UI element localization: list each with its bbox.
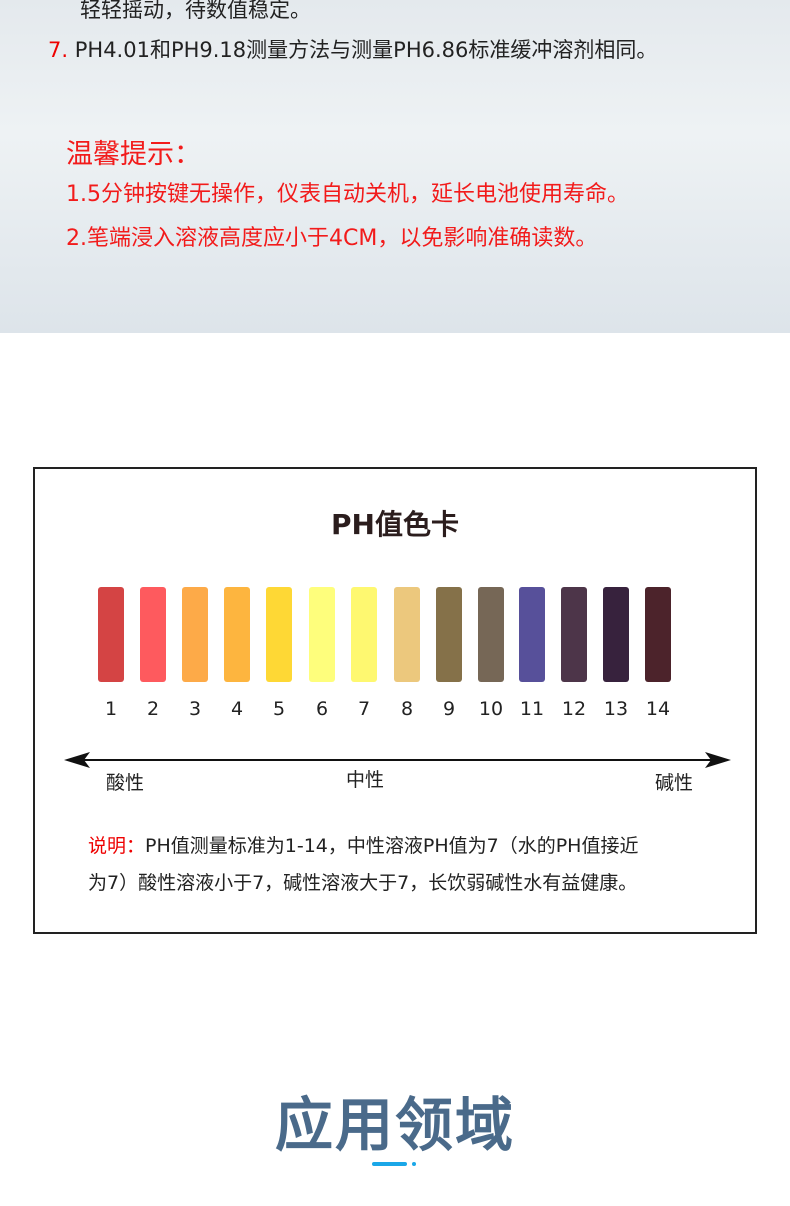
ph-strip-8 — [394, 587, 420, 682]
ph-strip-9 — [436, 587, 462, 682]
ph-strip-4 — [224, 587, 250, 682]
acid-label: 酸性 — [106, 772, 145, 794]
ph-color-card — [33, 467, 757, 934]
note-line-2: 为7）酸性溶液小于7，碱性溶液大于7，长饮弱碱性水有益健康。 — [88, 872, 638, 894]
step-text: PH4.01和PH9.18测量方法与测量PH6.86标准缓冲溶剂相同。 — [74, 38, 658, 62]
ph-strip-14 — [645, 587, 671, 682]
ph-number: 6 — [315, 698, 329, 720]
ph-scale-arrow — [64, 752, 731, 768]
ph-number: 7 — [357, 698, 371, 720]
section-title: 应用领域 — [274, 1091, 515, 1159]
ph-strip-6 — [309, 587, 335, 682]
neutral-label: 中性 — [346, 769, 385, 791]
title-dot — [412, 1162, 416, 1166]
ph-number: 4 — [230, 698, 244, 720]
instruction-tail: 轻轻摇动，待数值稳定。 — [80, 0, 311, 22]
note-line-1: 说明：PH值测量标准为1-14，中性溶液PH值为7（水的PH值接近 — [88, 831, 638, 858]
ph-strip-13 — [603, 587, 629, 682]
ph-number: 8 — [400, 698, 414, 720]
ph-strip-3 — [182, 587, 208, 682]
ph-strip-12 — [561, 587, 587, 682]
ph-strip-10 — [478, 587, 504, 682]
ph-number: 11 — [519, 698, 545, 720]
tip-item: 2.笔端浸入溶液高度应小于4CM，以免影响准确读数。 — [66, 226, 598, 251]
note-label: 说明： — [88, 835, 146, 857]
ph-number: 3 — [188, 698, 202, 720]
tip-item: 1.5分钟按键无操作，仪表自动关机，延长电池使用寿命。 — [66, 182, 629, 207]
ph-number: 10 — [478, 698, 504, 720]
ph-strip-11 — [519, 587, 545, 682]
ph-strip-1 — [98, 587, 124, 682]
alkaline-label: 碱性 — [655, 772, 694, 794]
ph-number: 14 — [645, 698, 671, 720]
ph-number: 1 — [104, 698, 118, 720]
ph-number: 13 — [603, 698, 629, 720]
step-number: 7. — [48, 38, 69, 62]
ph-card-title: PH值色卡 — [331, 508, 459, 541]
ph-number: 12 — [561, 698, 587, 720]
ph-strip-7 — [351, 587, 377, 682]
ph-number: 9 — [442, 698, 456, 720]
tips-title: 温馨提示： — [66, 139, 201, 170]
ph-number: 5 — [272, 698, 286, 720]
title-underline — [372, 1162, 407, 1166]
ph-number: 2 — [146, 698, 160, 720]
ph-strip-5 — [266, 587, 292, 682]
instructions-panel — [0, 0, 790, 333]
note-text: PH值测量标准为1-14，中性溶液PH值为7（水的PH值接近 — [145, 835, 639, 857]
instruction-step-7: 7. PH4.01和PH9.18测量方法与测量PH6.86标准缓冲溶剂相同。 — [48, 34, 657, 64]
ph-strip-2 — [140, 587, 166, 682]
